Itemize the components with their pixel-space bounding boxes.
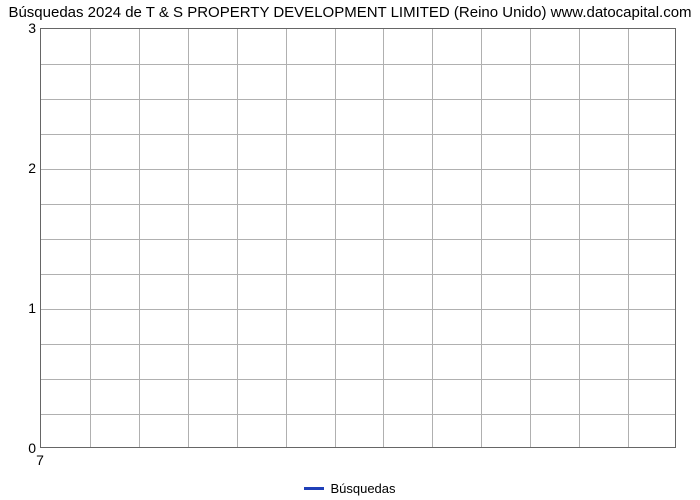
x-tick-label: 7 xyxy=(36,452,44,468)
y-tick-label: 3 xyxy=(6,20,36,36)
gridline-vertical xyxy=(237,29,238,447)
legend: Búsquedas xyxy=(0,477,700,496)
y-tick-label: 2 xyxy=(6,160,36,176)
y-tick-label: 1 xyxy=(6,300,36,316)
legend-swatch xyxy=(304,487,324,490)
gridline-vertical xyxy=(188,29,189,447)
gridline-vertical xyxy=(579,29,580,447)
gridline-vertical xyxy=(530,29,531,447)
gridline-vertical xyxy=(90,29,91,447)
y-tick-label: 0 xyxy=(6,440,36,456)
gridline-vertical xyxy=(432,29,433,447)
legend-item: Búsquedas xyxy=(304,481,395,496)
chart-title: Búsquedas 2024 de T & S PROPERTY DEVELOP… xyxy=(0,4,700,21)
chart-container: Búsquedas 2024 de T & S PROPERTY DEVELOP… xyxy=(0,0,700,500)
gridline-vertical xyxy=(481,29,482,447)
gridline-vertical xyxy=(628,29,629,447)
legend-label: Búsquedas xyxy=(330,481,395,496)
gridline-vertical xyxy=(286,29,287,447)
gridline-vertical xyxy=(335,29,336,447)
plot-area xyxy=(40,28,676,448)
gridline-vertical xyxy=(383,29,384,447)
gridline-vertical xyxy=(139,29,140,447)
